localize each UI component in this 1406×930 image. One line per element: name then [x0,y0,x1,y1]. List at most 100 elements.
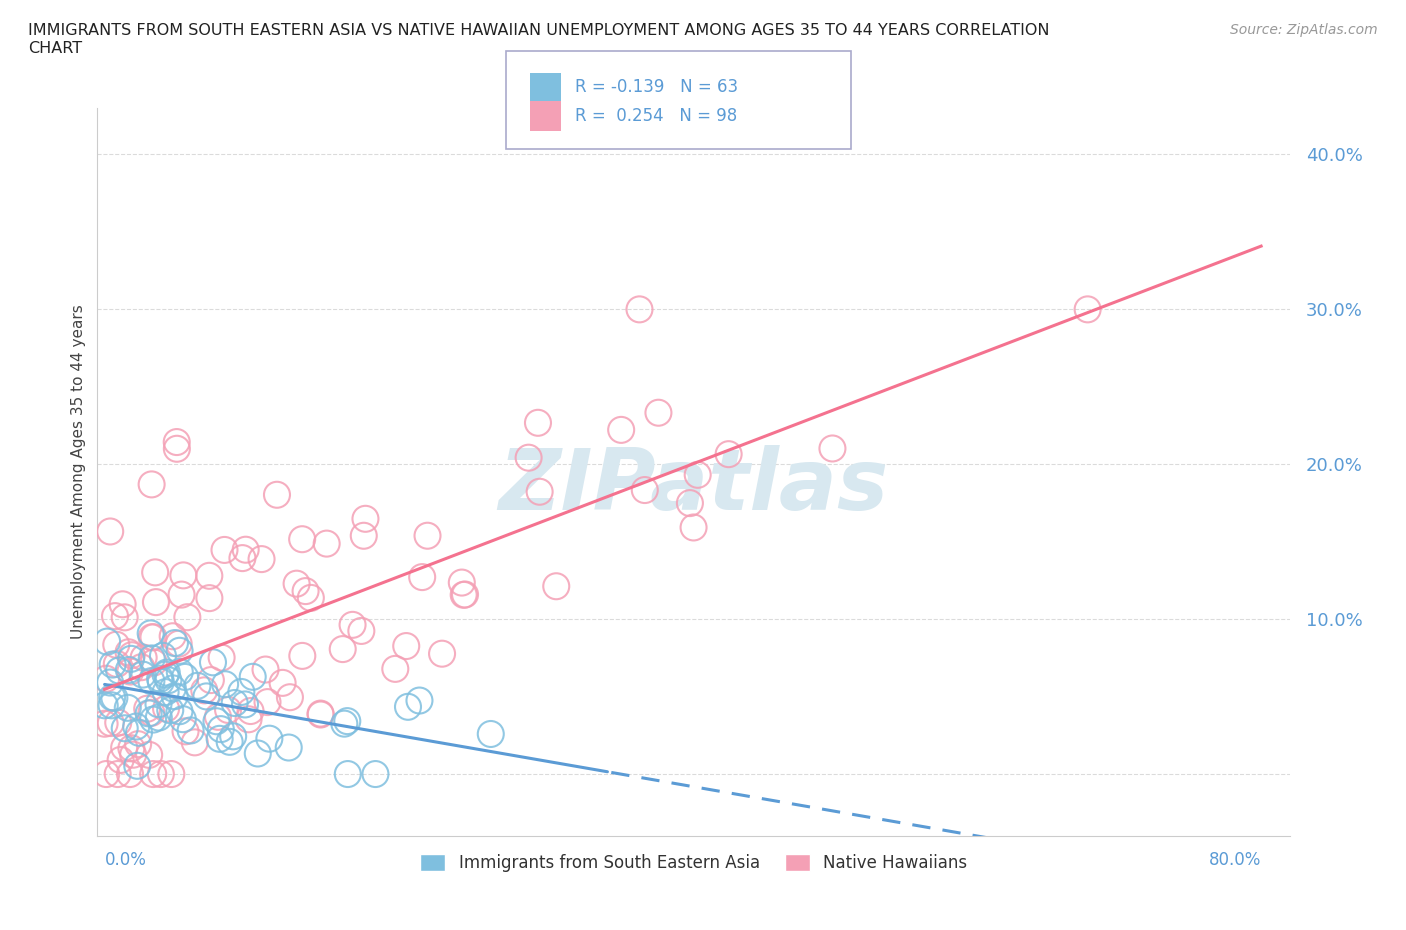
Point [218,735,240,750]
Point [142,655,165,670]
Point [138,706,160,721]
Point [163,635,186,650]
Point [93,698,115,712]
Point [416,528,439,543]
Point [454,587,477,602]
Point [155,667,177,682]
Point [430,646,453,661]
Point [238,711,260,726]
Text: ZIPatlas: ZIPatlas [499,445,889,528]
Point [294,584,316,599]
Point [142,766,165,781]
Point [114,721,136,736]
Point [517,450,540,465]
Point [141,706,163,721]
Point [198,568,221,583]
Point [98,675,121,690]
Point [453,588,475,603]
Point [1077,302,1099,317]
Point [396,699,419,714]
Point [104,608,127,623]
Point [224,696,246,711]
Point [122,748,145,763]
Point [121,648,143,663]
Point [93,716,115,731]
Point [131,659,153,674]
Point [169,644,191,658]
Point [246,746,269,761]
Point [163,689,186,704]
Point [139,626,162,641]
Point [172,711,194,726]
Point [148,697,170,711]
Point [118,662,141,677]
Text: 80.0%: 80.0% [1209,852,1261,870]
Point [155,684,177,699]
Y-axis label: Unemployment Among Ages 35 to 44 years: Unemployment Among Ages 35 to 44 years [72,305,86,640]
Point [174,724,197,738]
Point [117,700,139,715]
Point [127,758,149,773]
Point [214,677,236,692]
Point [717,446,740,461]
Point [107,715,129,730]
Point [132,667,155,682]
Point [167,636,190,651]
Point [117,644,139,659]
Point [259,731,281,746]
Point [157,672,180,687]
Point [96,634,118,649]
Point [142,630,165,644]
Point [291,532,314,547]
Point [336,766,359,781]
Legend: Immigrants from South Eastern Asia, Native Hawaiians: Immigrants from South Eastern Asia, Nati… [413,847,974,879]
Point [450,575,472,590]
Point [107,766,129,781]
Point [186,678,208,693]
Point [176,610,198,625]
Point [336,713,359,728]
Text: IMMIGRANTS FROM SOUTH EASTERN ASIA VS NATIVE HAWAIIAN UNEMPLOYMENT AMONG AGES 35: IMMIGRANTS FROM SOUTH EASTERN ASIA VS NA… [28,23,1050,56]
Point [821,441,844,456]
Point [208,731,231,746]
Point [100,715,122,730]
Point [222,729,245,744]
Point [160,766,183,781]
Point [166,434,188,449]
Text: 0.0%: 0.0% [104,852,146,870]
Point [271,675,294,690]
Point [169,704,191,719]
Point [112,740,135,755]
Point [332,642,354,657]
Text: Source: ZipAtlas.com: Source: ZipAtlas.com [1230,23,1378,37]
Point [209,722,232,737]
Point [184,735,207,750]
Point [100,698,122,712]
Point [479,726,502,741]
Point [634,483,657,498]
Point [546,578,568,593]
Point [285,577,308,591]
Point [193,683,215,698]
Point [155,701,177,716]
Point [172,568,194,583]
Point [149,674,172,689]
Point [111,597,134,612]
Point [309,707,332,722]
Point [682,520,704,535]
Point [384,661,406,676]
Point [250,551,273,566]
Point [233,697,256,711]
Point [132,650,155,665]
Point [162,629,184,644]
Point [114,610,136,625]
Point [128,725,150,740]
Point [610,422,633,437]
Point [205,714,228,729]
Point [231,551,253,565]
Point [98,524,121,538]
Point [141,673,163,688]
Point [195,689,218,704]
Point [120,651,142,666]
Point [350,623,373,638]
